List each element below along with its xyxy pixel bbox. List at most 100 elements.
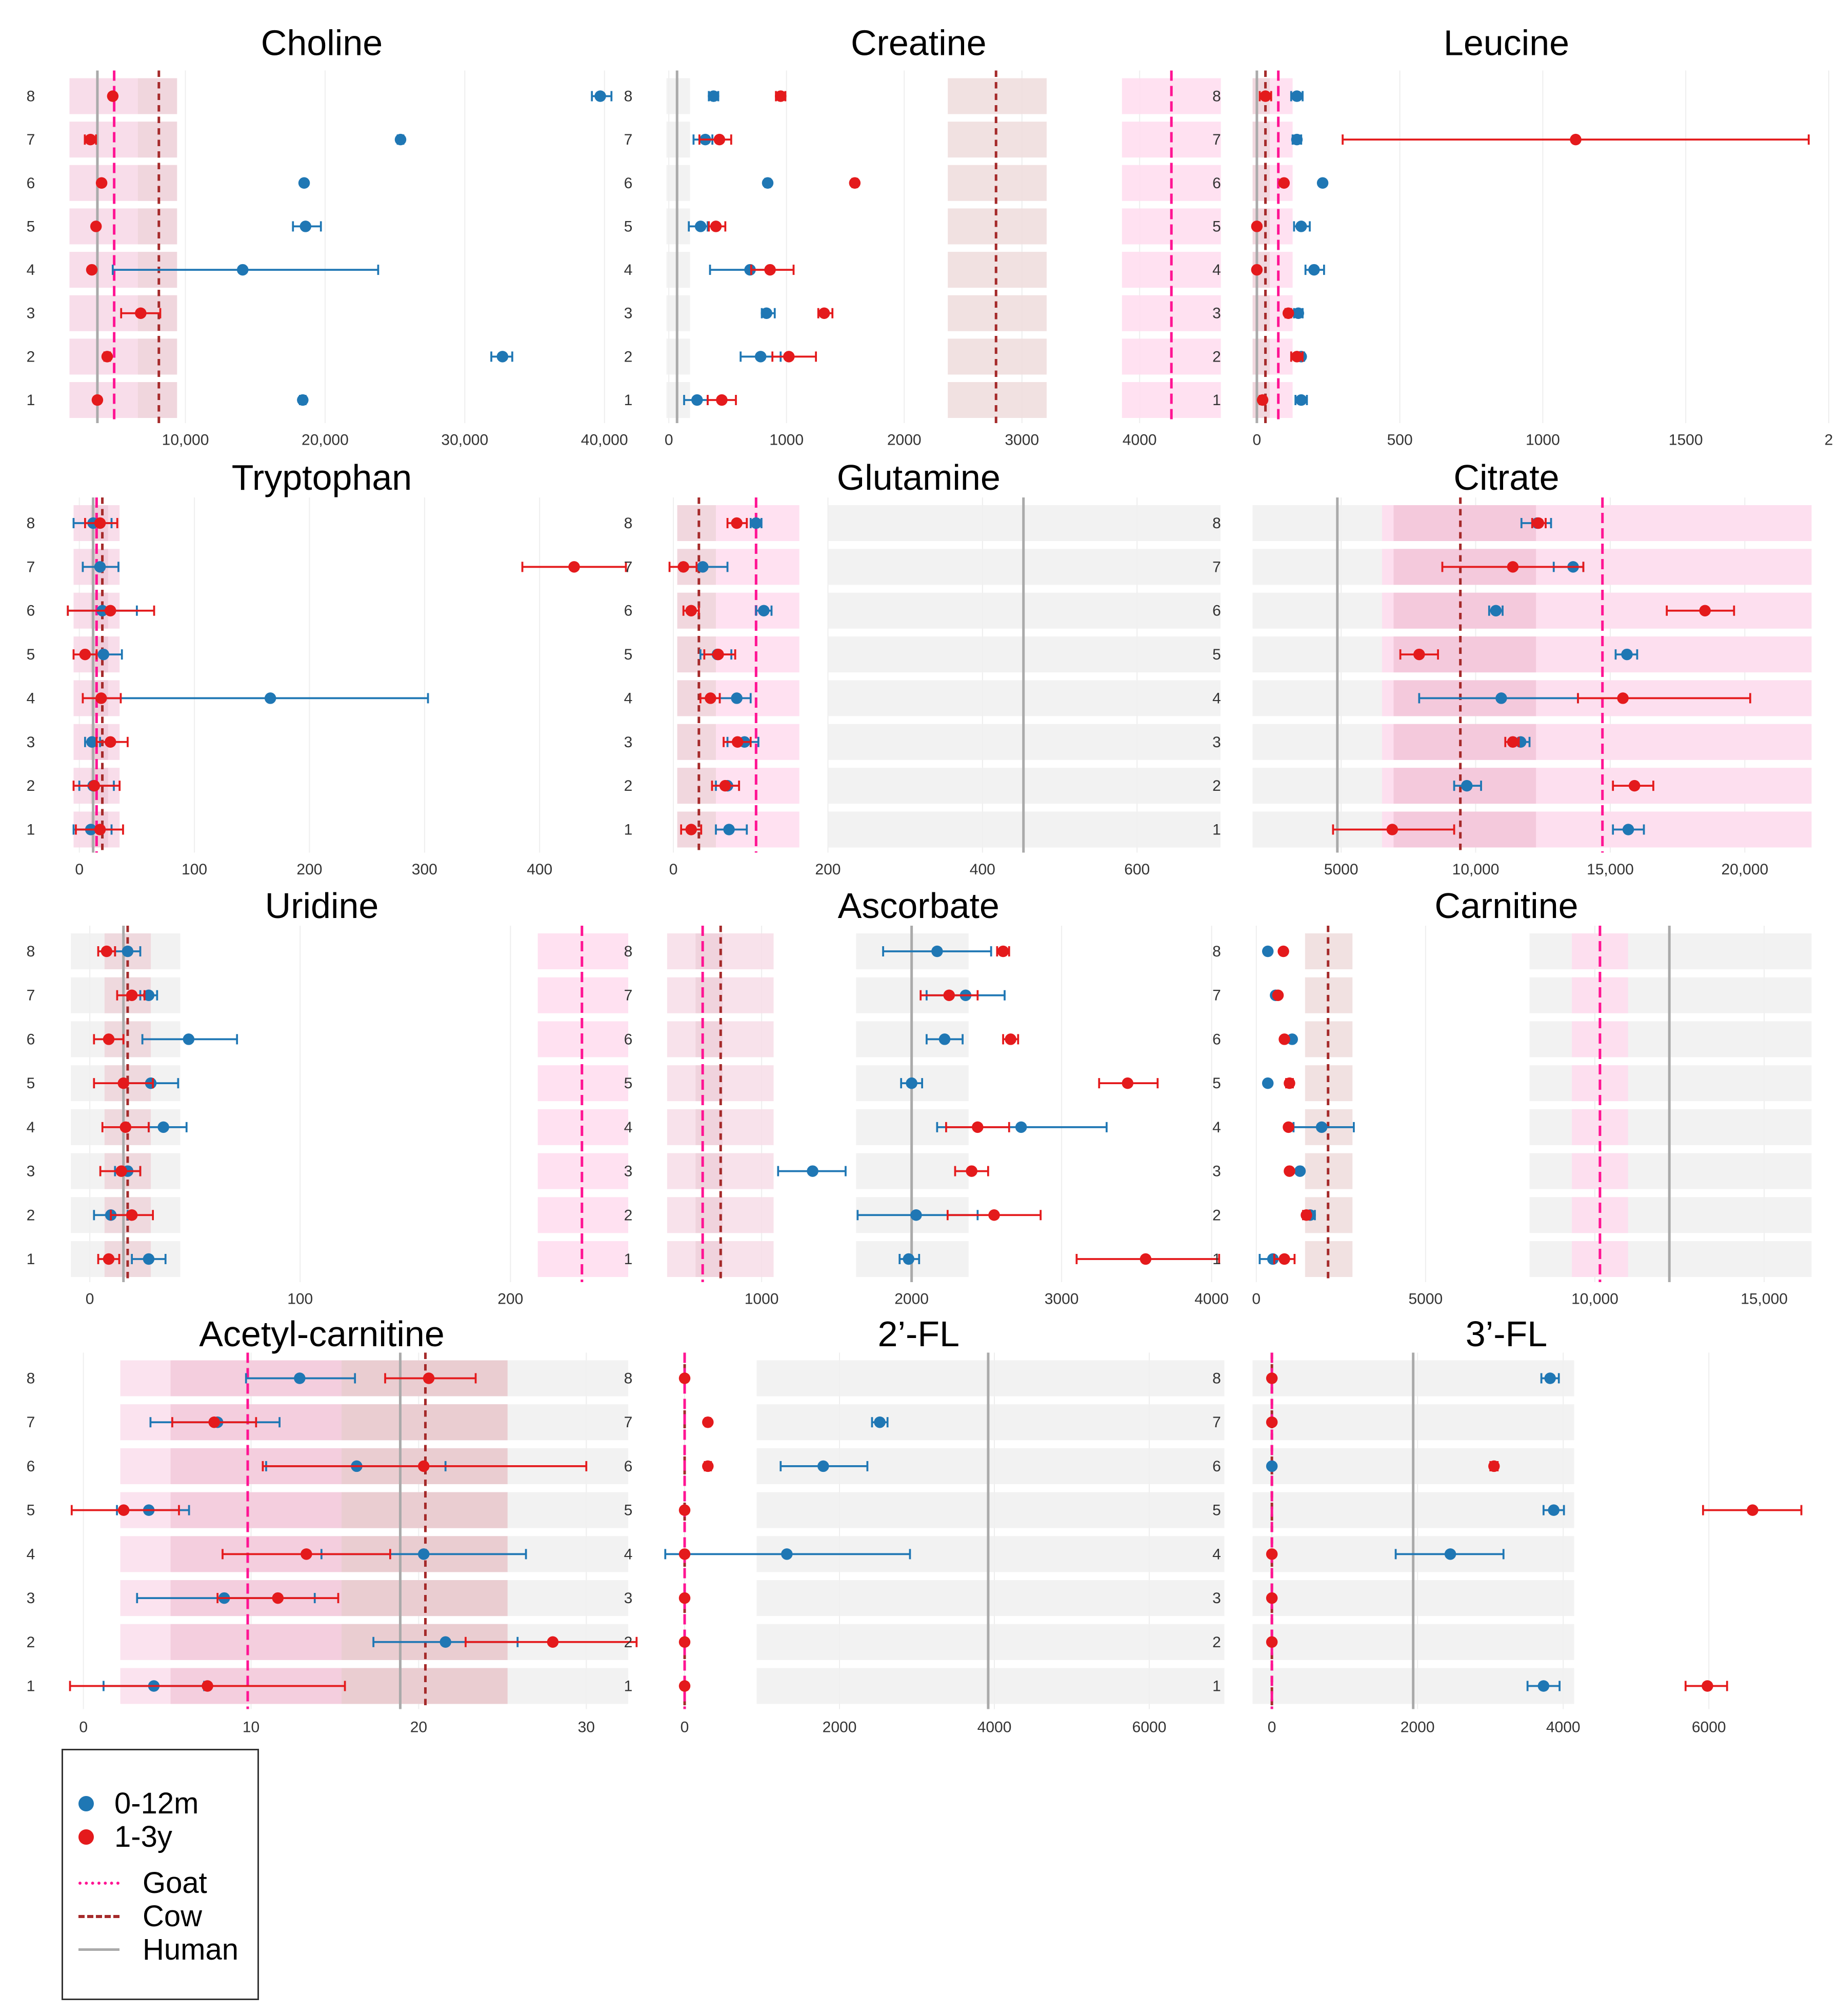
- point-1-3y: [1291, 351, 1303, 363]
- sample-label: 4: [1212, 1546, 1221, 1563]
- point-1-3y: [1532, 517, 1545, 529]
- point-1-3y: [1747, 1504, 1758, 1516]
- point-1-3y: [88, 780, 101, 792]
- point-1-3y: [85, 133, 96, 146]
- point-0-12m: [817, 1460, 829, 1472]
- point-1-3y: [849, 177, 861, 189]
- range-band: [1252, 338, 1270, 375]
- x-tick-label: 6000: [1132, 1719, 1167, 1736]
- sample-label: 6: [624, 603, 633, 620]
- point-0-12m: [903, 1253, 915, 1265]
- sample-label: 5: [1212, 218, 1221, 235]
- x-tick-label: 10: [243, 1719, 259, 1736]
- sample-label: 1: [624, 392, 633, 409]
- point-1-3y: [783, 351, 795, 363]
- range-band: [756, 1404, 1225, 1441]
- point-1-3y: [95, 177, 108, 189]
- sample-label: 7: [27, 558, 35, 575]
- sample-label: 6: [27, 603, 35, 620]
- point-0-12m: [1537, 1680, 1550, 1692]
- sample-label: 4: [624, 262, 633, 278]
- point-1-3y: [101, 351, 113, 363]
- range-band: [1305, 1241, 1353, 1277]
- point-1-3y: [90, 221, 102, 232]
- sample-label: 2: [27, 1634, 35, 1651]
- sample-label: 8: [1212, 88, 1221, 105]
- sample-label: 2: [624, 1634, 633, 1651]
- sample-label: 7: [1212, 1414, 1221, 1431]
- sample-label: 3: [1212, 734, 1221, 751]
- sample-label: 5: [27, 1502, 35, 1519]
- point-0-12m: [157, 1121, 169, 1133]
- sample-label: 6: [624, 1458, 633, 1475]
- point-0-12m: [781, 1548, 793, 1560]
- sample-label: 1: [27, 822, 35, 839]
- point-1-3y: [208, 1416, 220, 1428]
- panel-title: Glutamine: [837, 457, 1001, 497]
- x-tick-label: 15,000: [1587, 861, 1634, 878]
- x-tick-label: 10,000: [1571, 1291, 1618, 1308]
- sample-label: 5: [1212, 1502, 1221, 1519]
- sample-label: 8: [1212, 943, 1221, 960]
- point-1-3y: [1266, 1372, 1278, 1384]
- sample-label: 6: [624, 175, 633, 192]
- point-1-3y: [1283, 1121, 1294, 1133]
- point-0-12m: [744, 264, 756, 276]
- sample-label: 3: [624, 1590, 633, 1607]
- point-1-3y: [685, 605, 697, 616]
- range-band: [137, 78, 177, 114]
- point-0-12m: [1622, 824, 1634, 835]
- point-1-3y: [101, 945, 113, 957]
- sample-label: 4: [27, 262, 35, 278]
- point-1-3y: [1507, 736, 1519, 748]
- range-band: [1393, 592, 1536, 629]
- point-0-12m: [761, 307, 772, 319]
- sample-label: 5: [624, 1502, 633, 1519]
- sample-label: 2: [1212, 1207, 1221, 1224]
- point-0-12m: [1295, 221, 1307, 232]
- point-1-3y: [117, 1504, 130, 1516]
- legend-item-goat: Goat: [78, 1866, 207, 1900]
- point-1-3y: [710, 221, 722, 232]
- sample-label: 5: [1212, 1075, 1221, 1092]
- point-1-3y: [1284, 1165, 1295, 1177]
- point-1-3y: [117, 1077, 129, 1089]
- x-tick-label: 1000: [1526, 432, 1560, 449]
- panel-title: 2’-FL: [878, 1314, 960, 1354]
- point-1-3y: [1122, 1077, 1134, 1089]
- point-1-3y: [126, 989, 138, 1001]
- point-0-12m: [439, 1636, 451, 1648]
- point-1-3y: [1507, 561, 1519, 573]
- x-tick-label: 2000: [823, 1719, 857, 1736]
- legend-item-cow: Cow: [78, 1899, 202, 1933]
- sample-label: 2: [624, 777, 633, 794]
- point-0-12m: [417, 1548, 430, 1560]
- point-0-12m: [298, 177, 310, 189]
- range-band: [137, 382, 177, 418]
- point-1-3y: [713, 133, 726, 146]
- red-dot-icon: [78, 1829, 94, 1845]
- sample-label: 1: [27, 392, 35, 409]
- point-0-12m: [294, 1372, 306, 1384]
- panel-choline: Choline 10,000 20,000 30,000 40,000 1 2 3 4 5 6 7 8: [27, 23, 628, 449]
- panel-3-fl: 3’-FL 0 2000 4000 6000 1 2 3 4 5 6 7 8: [1212, 1314, 1803, 1735]
- point-1-3y: [1278, 1253, 1290, 1265]
- point-0-12m: [1294, 1165, 1306, 1177]
- point-1-3y: [1251, 221, 1263, 232]
- sample-label: 5: [27, 646, 35, 663]
- range-band: [756, 1668, 1225, 1704]
- sample-label: 6: [1212, 603, 1221, 620]
- legend-label: Human: [143, 1933, 238, 1966]
- point-1-3y: [423, 1372, 435, 1384]
- panel-acetyl-carnitine: Acetyl-carnitine 0 10 20 30 1 2 3 4 5 6 7 8: [27, 1314, 638, 1736]
- range-band: [137, 165, 177, 201]
- point-1-3y: [1413, 648, 1425, 661]
- point-1-3y: [1488, 1460, 1500, 1472]
- range-band: [137, 122, 177, 158]
- range-band: [1252, 165, 1270, 201]
- point-1-3y: [678, 1592, 691, 1604]
- x-tick-label: 600: [1124, 861, 1150, 878]
- sample-label: 8: [27, 1370, 35, 1387]
- point-0-12m: [1548, 1504, 1560, 1516]
